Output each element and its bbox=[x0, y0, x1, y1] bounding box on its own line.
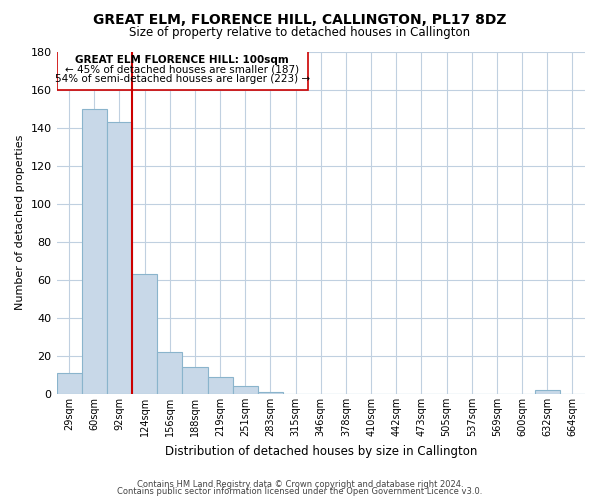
Bar bbox=[56, 373, 82, 394]
Text: GREAT ELM, FLORENCE HILL, CALLINGTON, PL17 8DZ: GREAT ELM, FLORENCE HILL, CALLINGTON, PL… bbox=[93, 12, 507, 26]
Text: 54% of semi-detached houses are larger (223) →: 54% of semi-detached houses are larger (… bbox=[55, 74, 310, 85]
Text: Contains public sector information licensed under the Open Government Licence v3: Contains public sector information licen… bbox=[118, 487, 482, 496]
Text: Size of property relative to detached houses in Callington: Size of property relative to detached ho… bbox=[130, 26, 470, 39]
Text: ← 45% of detached houses are smaller (187): ← 45% of detached houses are smaller (18… bbox=[65, 65, 299, 75]
X-axis label: Distribution of detached houses by size in Callington: Distribution of detached houses by size … bbox=[164, 444, 477, 458]
Bar bbox=[132, 274, 157, 394]
FancyBboxPatch shape bbox=[56, 50, 308, 90]
Y-axis label: Number of detached properties: Number of detached properties bbox=[15, 135, 25, 310]
Bar bbox=[233, 386, 258, 394]
Text: Contains HM Land Registry data © Crown copyright and database right 2024.: Contains HM Land Registry data © Crown c… bbox=[137, 480, 463, 489]
Bar bbox=[535, 390, 560, 394]
Bar bbox=[82, 108, 107, 394]
Bar bbox=[258, 392, 283, 394]
Text: GREAT ELM FLORENCE HILL: 100sqm: GREAT ELM FLORENCE HILL: 100sqm bbox=[76, 56, 289, 66]
Bar bbox=[208, 377, 233, 394]
Bar bbox=[157, 352, 182, 394]
Bar bbox=[107, 122, 132, 394]
Bar bbox=[182, 368, 208, 394]
